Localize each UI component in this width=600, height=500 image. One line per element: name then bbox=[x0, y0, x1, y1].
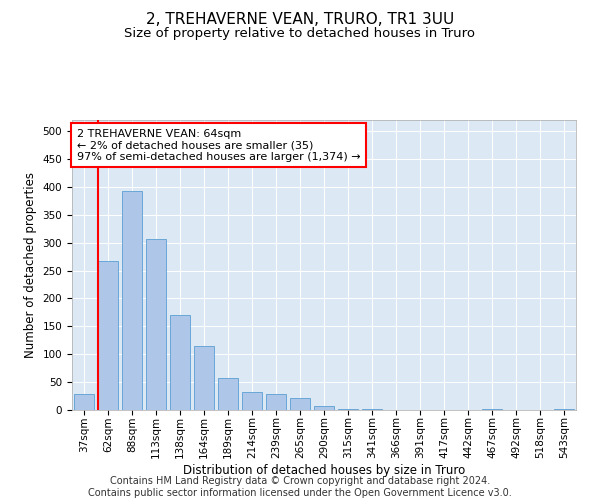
Bar bbox=[338, 409, 358, 410]
Bar bbox=[74, 394, 94, 410]
Bar bbox=[266, 394, 286, 410]
Bar bbox=[122, 191, 142, 410]
Bar bbox=[218, 378, 238, 410]
Text: 2 TREHAVERNE VEAN: 64sqm
← 2% of detached houses are smaller (35)
97% of semi-de: 2 TREHAVERNE VEAN: 64sqm ← 2% of detache… bbox=[77, 128, 361, 162]
Bar bbox=[98, 260, 118, 410]
Bar bbox=[242, 392, 262, 410]
Y-axis label: Number of detached properties: Number of detached properties bbox=[24, 172, 37, 358]
Bar bbox=[194, 346, 214, 410]
Bar bbox=[170, 315, 190, 410]
Text: Size of property relative to detached houses in Truro: Size of property relative to detached ho… bbox=[125, 28, 476, 40]
Text: 2, TREHAVERNE VEAN, TRURO, TR1 3UU: 2, TREHAVERNE VEAN, TRURO, TR1 3UU bbox=[146, 12, 454, 28]
Bar bbox=[146, 239, 166, 410]
Text: Contains HM Land Registry data © Crown copyright and database right 2024.
Contai: Contains HM Land Registry data © Crown c… bbox=[88, 476, 512, 498]
Bar bbox=[314, 406, 334, 410]
Bar bbox=[290, 398, 310, 410]
X-axis label: Distribution of detached houses by size in Truro: Distribution of detached houses by size … bbox=[183, 464, 465, 477]
